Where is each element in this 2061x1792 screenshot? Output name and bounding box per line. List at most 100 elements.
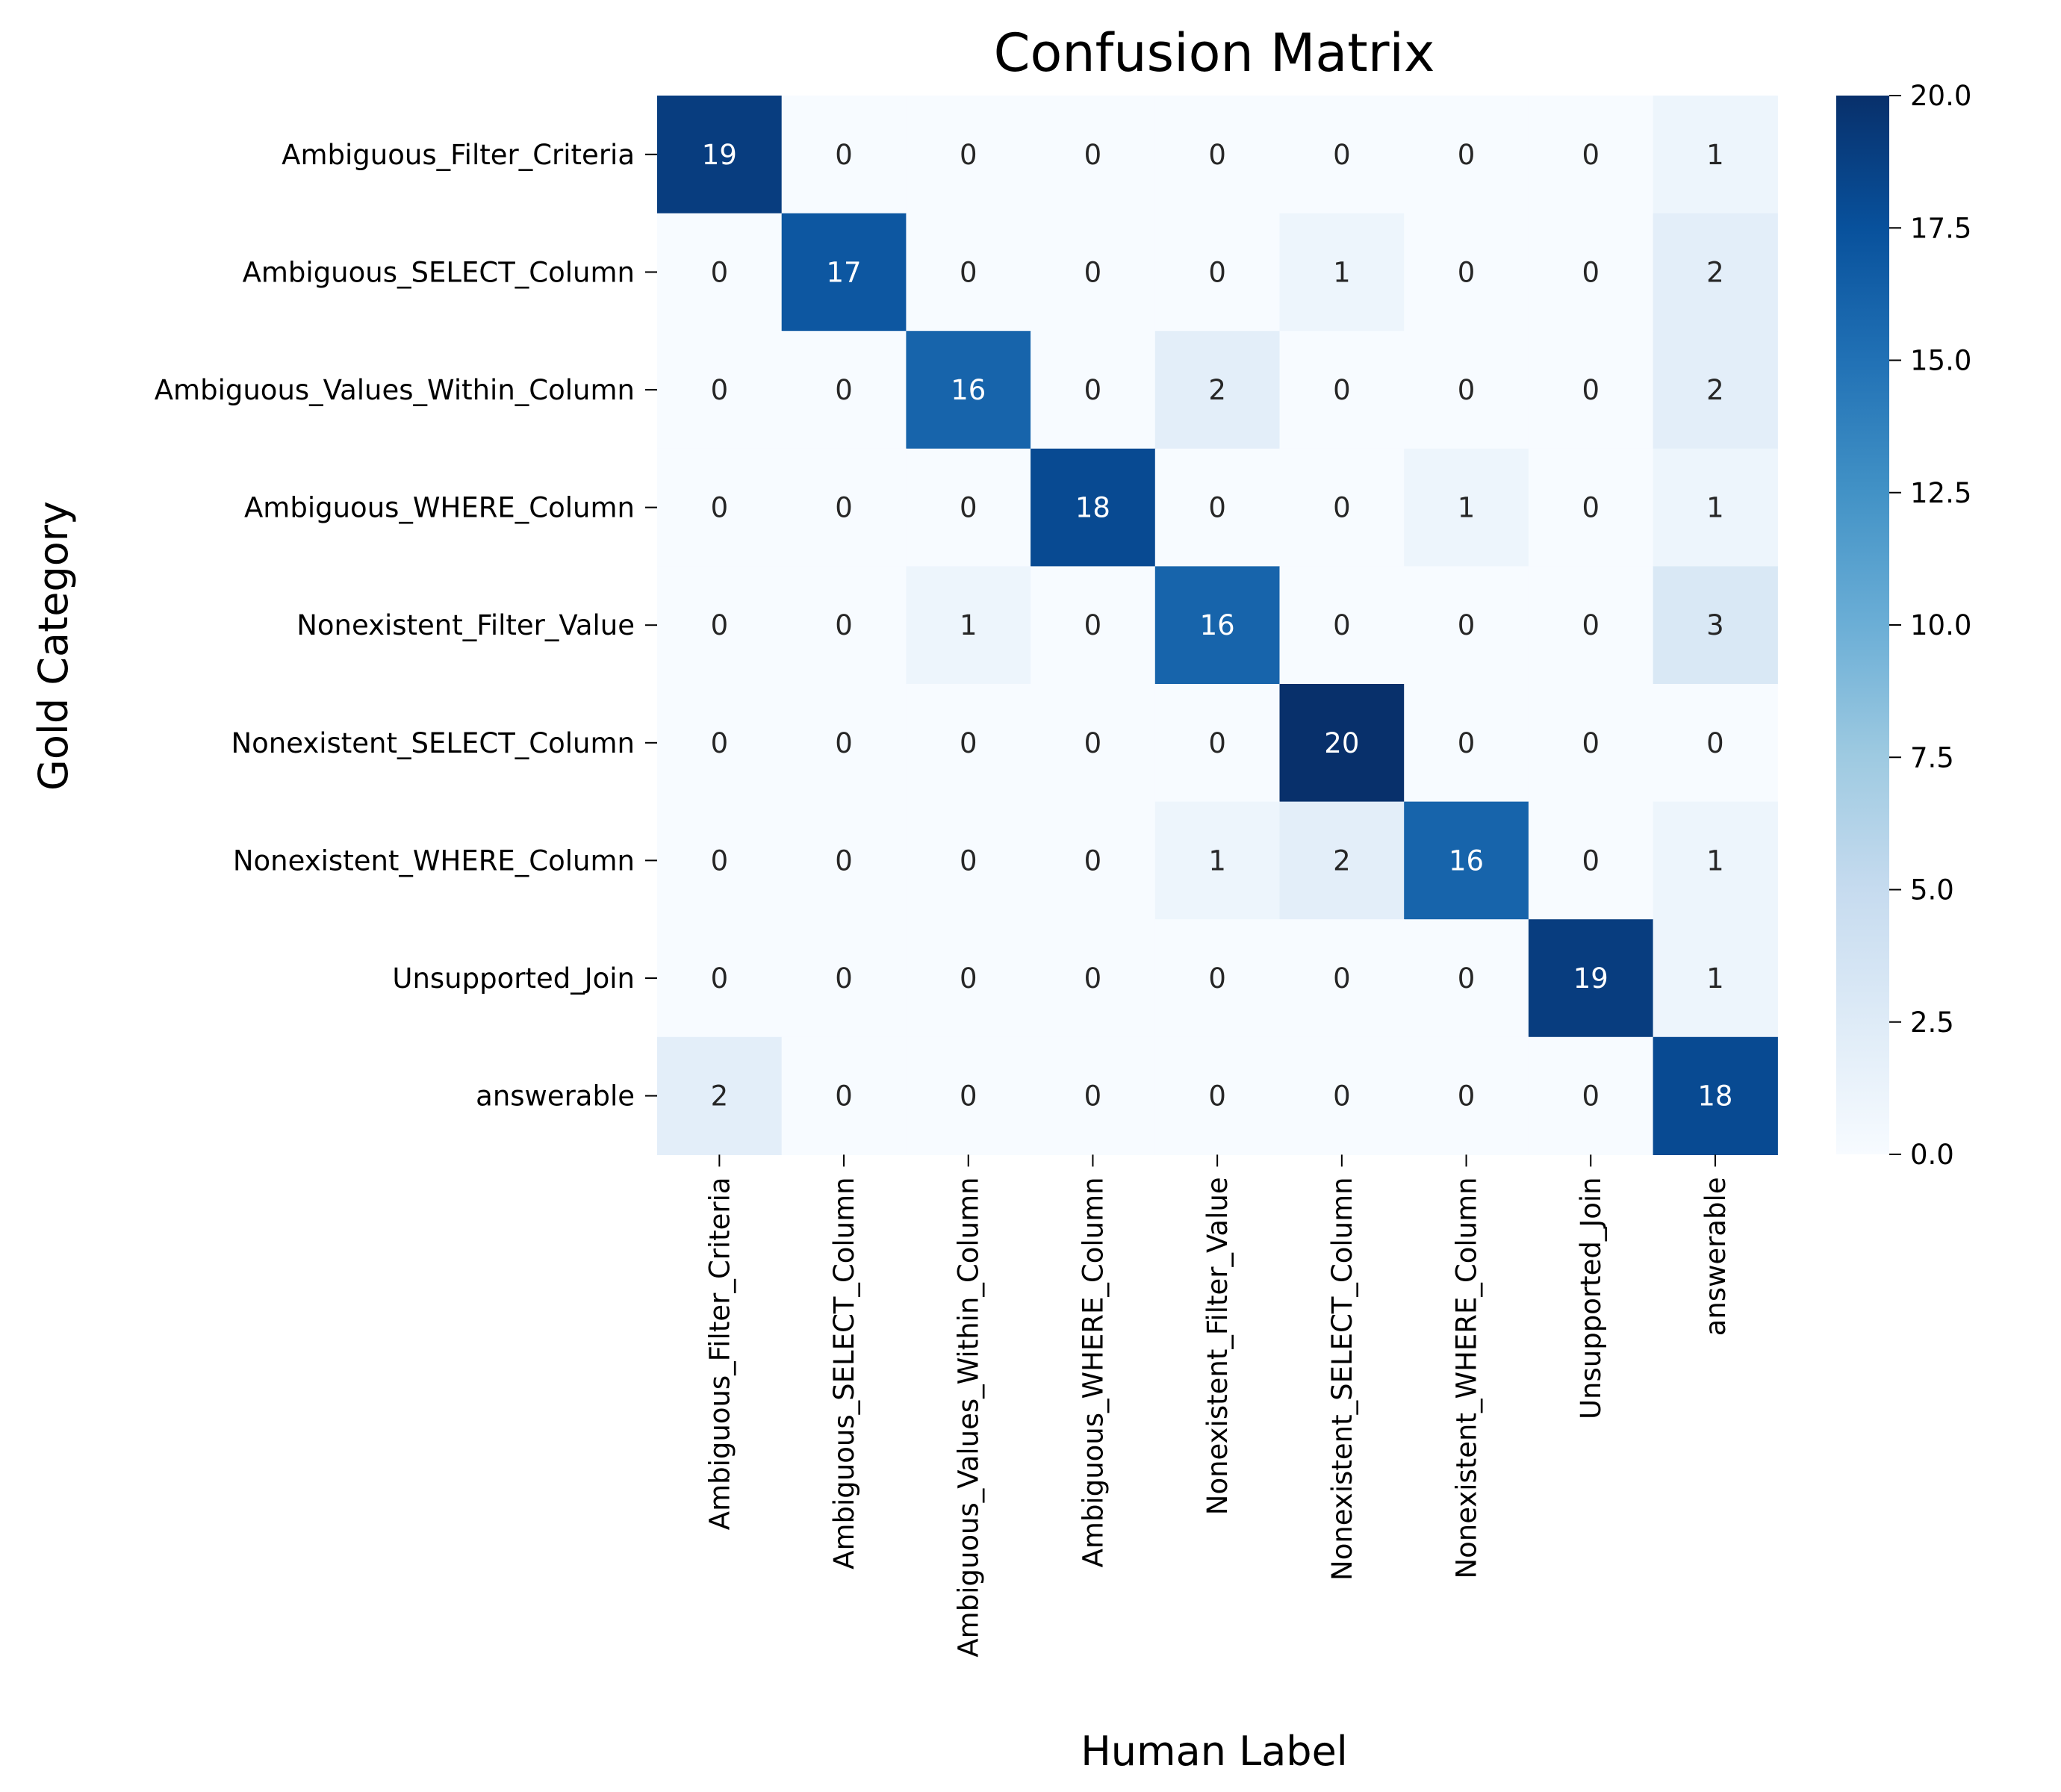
heatmap-cell [1653,566,1778,685]
heatmap-cell [1404,566,1529,685]
heatmap-cell [1528,801,1654,920]
cell-value-label: 2 [711,1080,729,1113]
heatmap-cell [781,96,907,214]
row-tick-label: Ambiguous_WHERE_Column [244,492,635,524]
cell-value-label: 0 [835,492,853,524]
heatmap-cell [1279,1036,1405,1155]
cell-value-label: 0 [835,374,853,406]
heatmap-cell [1030,801,1156,920]
cell-value-label: 0 [960,256,977,288]
cell-value-label: 0 [1333,492,1351,524]
cell-value-label: 0 [1582,609,1600,641]
heatmap-cell [1154,213,1281,332]
cell-value-label: 0 [1333,139,1351,171]
cell-value-label: 0 [835,727,853,759]
cell-value-label: 0 [711,609,729,641]
heatmap-cell [1404,213,1529,332]
cell-value-label: 0 [1208,727,1226,759]
heatmap-cell [906,919,1031,1038]
column-tick-label: Nonexistent_SELECT_Column [1326,1177,1358,1581]
heatmap-cell [1154,448,1281,567]
colorbar-tick-label: 20.0 [1910,80,1971,112]
heatmap-cell [1528,331,1654,449]
cell-value-label: 0 [711,844,729,877]
heatmap-cell [1404,1036,1529,1155]
heatmap-cell [1030,96,1156,214]
heatmap-cell [1404,448,1529,567]
heatmap-cell [1653,96,1778,214]
cell-value-label: 0 [1084,962,1102,995]
cell-value-label: 18 [1075,492,1110,524]
cell-value-label: 0 [711,962,729,995]
cell-value-label: 2 [1706,374,1724,406]
column-tick-label: Ambiguous_WHERE_Column [1077,1177,1109,1567]
cell-value-label: 0 [1582,1080,1600,1113]
heatmap-cell [906,1036,1031,1155]
heatmap-cell [1154,919,1281,1038]
cell-value-label: 0 [960,492,977,524]
cell-value-label: 20 [1324,727,1359,759]
cell-value-label: 1 [1333,256,1351,288]
heatmap-cell [1404,919,1529,1038]
heatmap-cell [1404,331,1529,449]
cell-value-label: 17 [827,256,862,288]
heatmap-cell [1030,919,1156,1038]
cell-value-label: 0 [835,139,853,171]
heatmap-cell [781,1036,907,1155]
cell-value-label: 19 [1573,962,1608,995]
row-tick-label: Ambiguous_Filter_Criteria [282,139,635,171]
heatmap-cell [657,331,783,449]
cell-value-label: 0 [1706,727,1724,759]
row-tick-label: Nonexistent_WHERE_Column [233,844,635,877]
cell-value-label: 2 [1706,256,1724,288]
heatmap-cell [1030,1036,1156,1155]
cell-value-label: 0 [1582,727,1600,759]
cell-value-label: 1 [1706,844,1724,877]
heatmap-cell [657,448,783,567]
heatmap-cell [1653,1036,1778,1155]
heatmap-cell [1030,566,1156,685]
heatmap-cell [1030,331,1156,449]
row-tick-label: Unsupported_Join [392,962,635,995]
heatmap-cell [1154,1036,1281,1155]
cell-value-label: 0 [1458,374,1476,406]
colorbar-tick-label: 10.0 [1910,609,1971,641]
heatmap-cell [1528,213,1654,332]
cell-value-label: 0 [960,1080,977,1113]
cell-value-label: 0 [1208,1080,1226,1113]
heatmap-cell [1154,331,1281,449]
heatmap-cell [906,684,1031,803]
column-tick-label: answerable [1700,1177,1732,1336]
cell-value-label: 0 [960,139,977,171]
heatmap-cell [781,448,907,567]
heatmap-cell [657,684,783,803]
row-tick-label: Ambiguous_SELECT_Column [243,256,635,288]
heatmap-cell [1154,566,1281,685]
cell-value-label: 1 [960,609,977,641]
colorbar-tick-label: 17.5 [1910,212,1971,244]
cell-value-label: 3 [1706,609,1724,641]
cell-value-label: 0 [1333,609,1351,641]
heatmap-cell [1528,684,1654,803]
cell-value-label: 0 [1333,374,1351,406]
heatmap-cell [1404,801,1529,920]
cell-value-label: 0 [1582,374,1600,406]
heatmap-cell [1279,684,1405,803]
column-tick-labels: Ambiguous_Filter_Criteria Ambiguous_SELEC… [703,1154,1732,1658]
heatmap-cell [906,566,1031,685]
cell-value-label: 2 [1333,844,1351,877]
x-axis-title: Human Label [1081,1728,1348,1775]
column-tick-label: Nonexistent_WHERE_Column [1451,1177,1483,1578]
colorbar-tick-label: 7.5 [1910,741,1954,774]
heatmap-cell [657,1036,783,1155]
cell-value-label: 0 [960,727,977,759]
cell-value-label: 0 [1458,256,1476,288]
heatmap-cell [657,566,783,685]
heatmap-cell [1528,566,1654,685]
row-tick-label: Ambiguous_Values_Within_Column [155,374,635,406]
cell-value-label: 0 [1458,1080,1476,1113]
colorbar [1836,96,1889,1154]
row-tick-label: Nonexistent_Filter_Value [296,609,635,641]
cell-value-label: 0 [1208,962,1226,995]
